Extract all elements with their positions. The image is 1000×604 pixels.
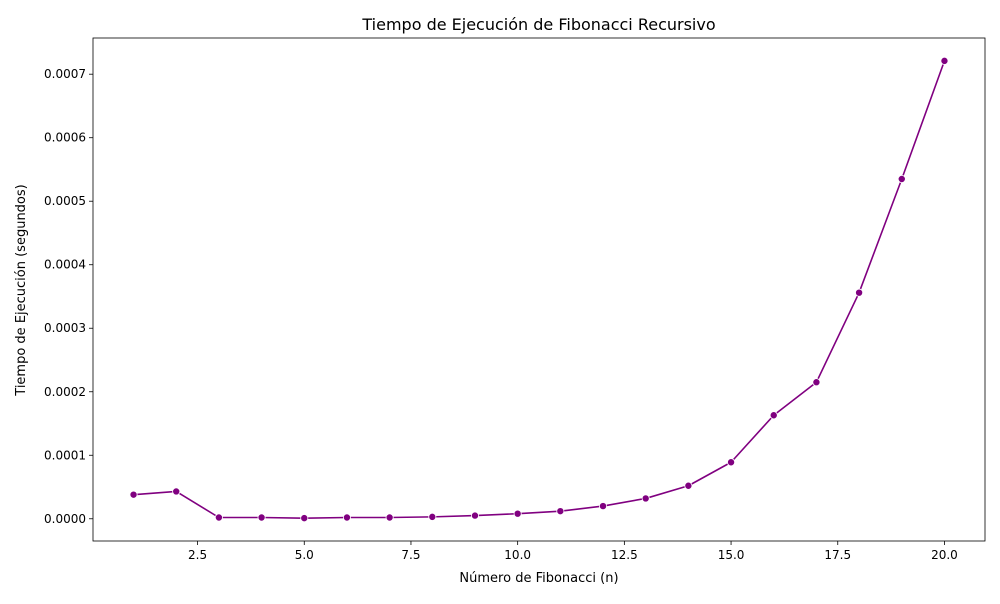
- data-point: [940, 56, 949, 65]
- y-tick-label: 0.0005: [44, 194, 86, 208]
- x-tick-label: 2.5: [188, 548, 207, 562]
- data-point: [556, 507, 565, 516]
- data-point: [172, 487, 181, 496]
- x-tick-label: 17.5: [824, 548, 851, 562]
- x-axis-label: Número de Fibonacci (n): [459, 571, 618, 586]
- y-tick-label: 0.0006: [44, 131, 86, 145]
- data-point: [470, 511, 479, 520]
- data-point: [428, 512, 437, 521]
- y-tick-label: 0.0001: [44, 448, 86, 462]
- data-point: [257, 513, 266, 522]
- y-tick-label: 0.0003: [44, 321, 86, 335]
- data-point: [897, 174, 906, 183]
- data-point: [129, 490, 138, 499]
- data-point: [727, 458, 736, 467]
- y-tick-label: 0.0007: [44, 67, 86, 81]
- data-point: [342, 513, 351, 522]
- x-tick-label: 20.0: [931, 548, 958, 562]
- x-tick-label: 7.5: [401, 548, 420, 562]
- data-point: [769, 411, 778, 420]
- data-point: [300, 514, 309, 523]
- data-point: [214, 513, 223, 522]
- y-tick-label: 0.0004: [44, 258, 86, 272]
- data-point: [513, 509, 522, 518]
- plot-area: 2.5 5.0 7.5 10.0 12.5 15.0 17.5 20.0 0.0000 0.000…: [44, 37, 986, 562]
- y-axis-label: Tiempo de Ejecución (segundos): [14, 184, 29, 396]
- x-tick-label: 10.0: [504, 548, 531, 562]
- data-point: [812, 378, 821, 387]
- chart-title: Tiempo de Ejecución de Fibonacci Recursi…: [361, 15, 715, 34]
- x-tick-label: 15.0: [718, 548, 745, 562]
- data-point: [599, 502, 608, 511]
- y-tick-label: 0.0002: [44, 385, 86, 399]
- x-tick-label: 12.5: [611, 548, 638, 562]
- y-tick-label: 0.0000: [44, 512, 86, 526]
- x-tick-label: 5.0: [295, 548, 314, 562]
- data-point: [855, 288, 864, 297]
- data-point: [385, 513, 394, 522]
- series-line: [133, 60, 946, 519]
- plot-frame: [92, 37, 986, 542]
- data-point: [641, 494, 650, 503]
- data-point: [684, 481, 693, 490]
